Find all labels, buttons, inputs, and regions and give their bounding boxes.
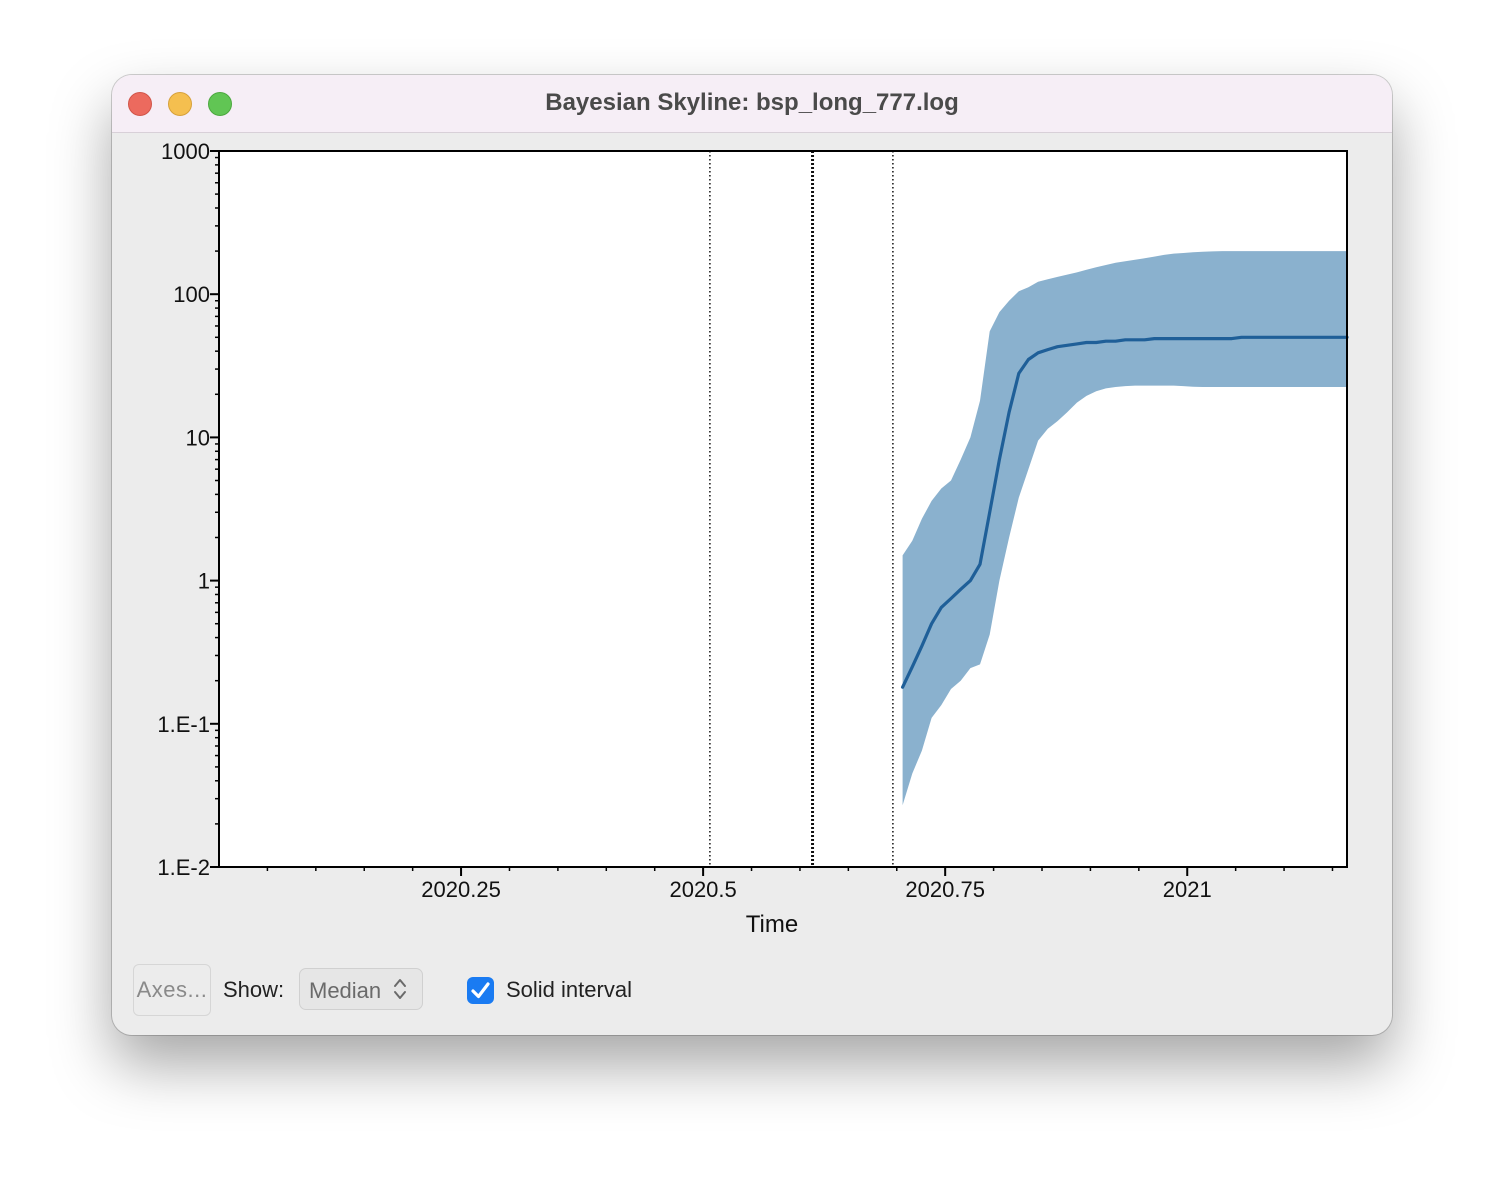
plot-frame xyxy=(218,150,1348,868)
y-tick-label: 1.E-1 xyxy=(157,712,210,737)
y-tick-label: 1.E-2 xyxy=(157,855,210,880)
x-tick-label: 2020.5 xyxy=(669,877,736,902)
x-tick-label: 2021 xyxy=(1163,877,1212,902)
zoom-window-button[interactable] xyxy=(208,92,232,116)
title-bar: Bayesian Skyline: bsp_long_777.log xyxy=(112,75,1392,133)
x-tick-label: 2020.75 xyxy=(905,877,985,902)
axes-button[interactable]: Axes... xyxy=(133,964,211,1016)
y-tick-label: 100 xyxy=(173,282,210,307)
skyline-chart: 1000 100 10 1 1.E-1 1.E-2 2020.25 2020.5 2020.75… xyxy=(157,139,1349,938)
x-tick-label: 2020.25 xyxy=(421,877,501,902)
y-tick-label: 10 xyxy=(186,425,210,450)
show-select-value: Median xyxy=(309,978,382,1003)
minimize-window-button[interactable] xyxy=(168,92,192,116)
median-line xyxy=(900,335,1349,689)
close-window-button[interactable] xyxy=(128,92,152,116)
solid-interval-label: Solid interval xyxy=(506,977,632,1002)
checkmark-icon xyxy=(471,982,490,999)
y-tick-label: 1000 xyxy=(161,139,210,164)
show-select[interactable]: Median xyxy=(299,968,423,1010)
y-tick-label: 1 xyxy=(198,569,210,594)
controls-bar: Axes... Show: Median Solid interval xyxy=(112,960,1392,1020)
window-title: Bayesian Skyline: bsp_long_777.log xyxy=(545,89,959,116)
show-label: Show: xyxy=(223,977,285,1002)
solid-interval-checkbox[interactable] xyxy=(467,977,494,1004)
chevron-up-down-icon xyxy=(394,979,406,999)
app-window: Bayesian Skyline: bsp_long_777.log 1000 1… xyxy=(112,75,1392,1035)
x-axis-label: Time xyxy=(746,911,798,938)
